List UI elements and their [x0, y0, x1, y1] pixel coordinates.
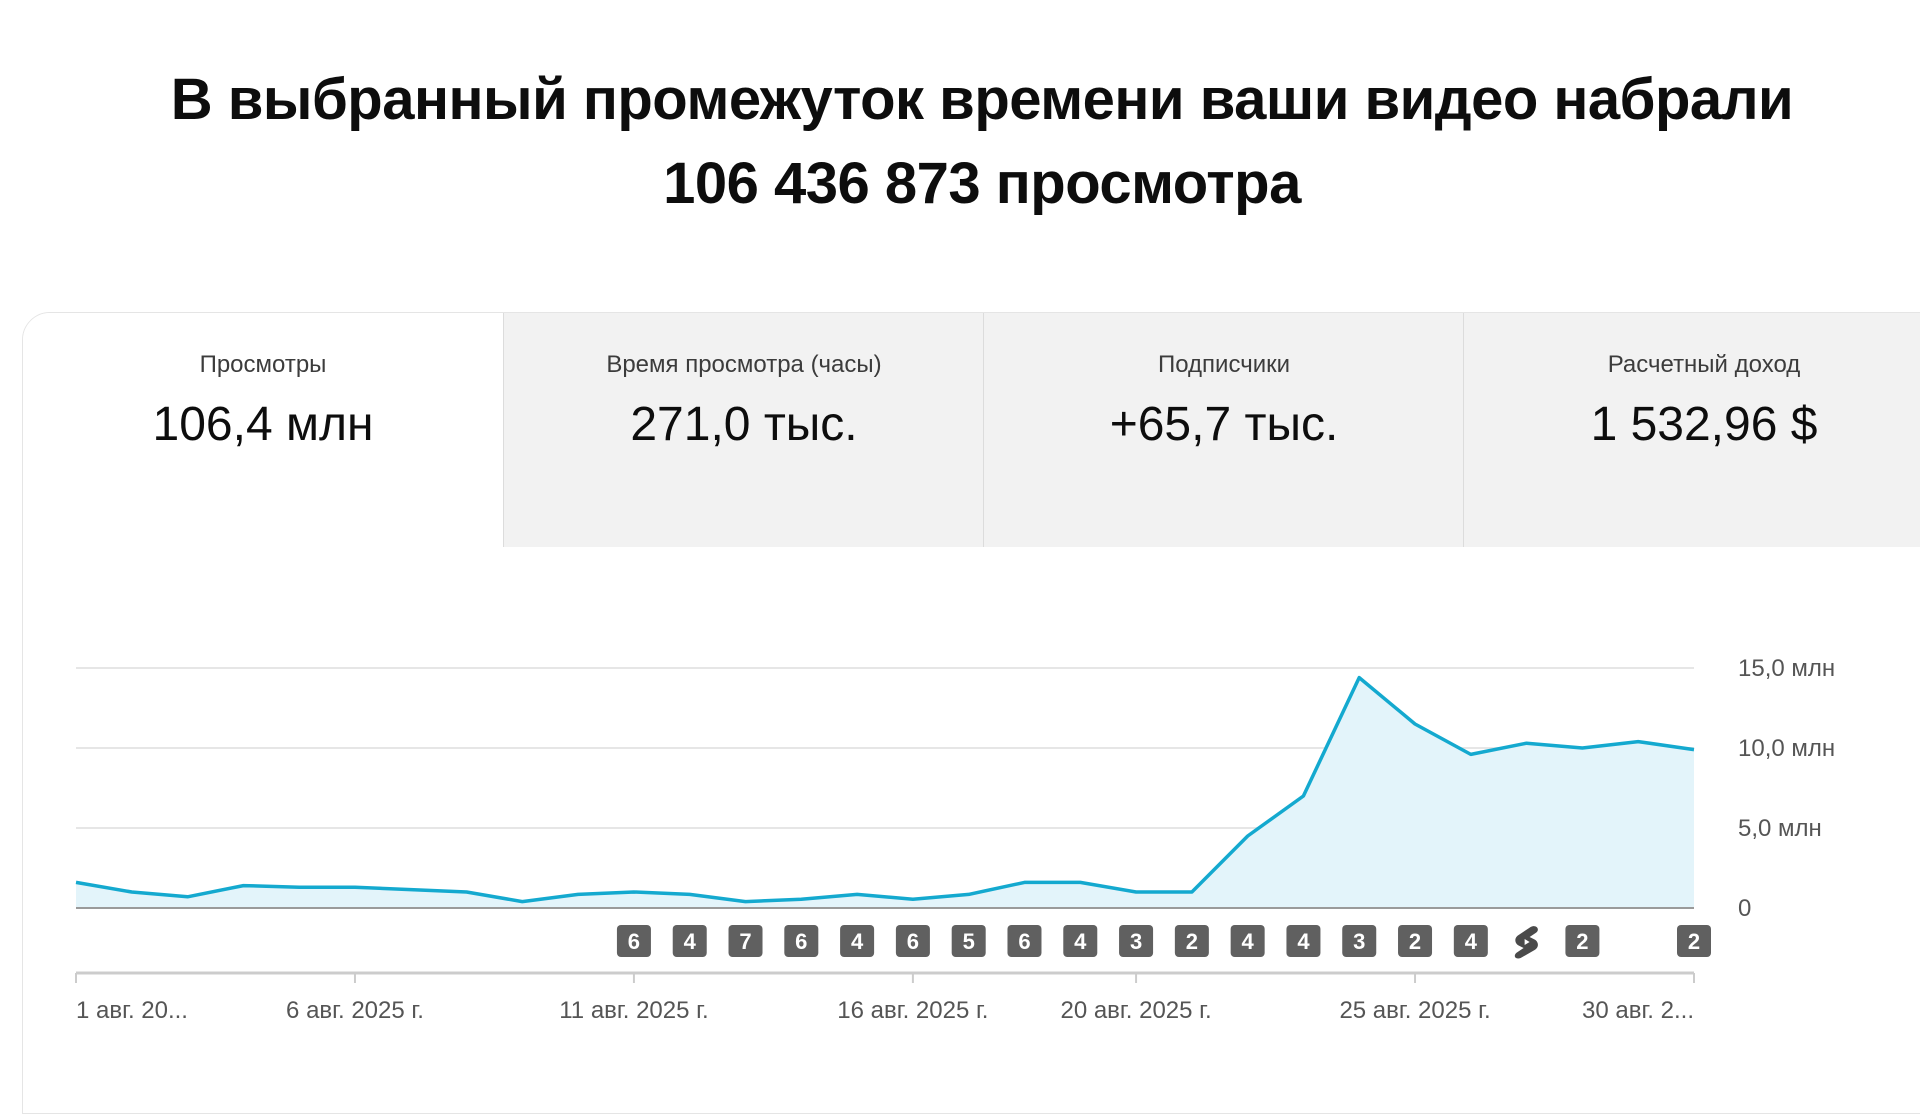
- publication-marker[interactable]: 4: [840, 925, 875, 957]
- publication-marker[interactable]: 2: [1398, 925, 1433, 957]
- marker-badge: [951, 925, 986, 957]
- y-tick-label: 5,0 млн: [1738, 815, 1822, 842]
- marker-badge: [1174, 925, 1209, 957]
- marker-count: 6: [795, 929, 807, 954]
- x-tick-label: 11 авг. 2025 г.: [559, 997, 708, 1024]
- x-tick-label: 30 авг. 2...: [1582, 997, 1694, 1024]
- marker-badge: [1453, 925, 1488, 957]
- marker-badge: [1119, 925, 1154, 957]
- shorts-icon-play: [1524, 939, 1530, 945]
- tab-revenue-label: Расчетный доход: [1607, 351, 1801, 378]
- tab-watch-time-value: 271,0 тыс.: [630, 398, 858, 451]
- marker-count: 2: [1688, 929, 1700, 954]
- shorts-icon: [1514, 926, 1538, 959]
- y-tick-label: 0: [1738, 895, 1751, 922]
- publication-marker[interactable]: 2: [1677, 925, 1711, 957]
- y-tick-label: 10,0 млн: [1738, 735, 1835, 762]
- marker-badge: [1007, 925, 1042, 957]
- x-tick-label: 20 авг. 2025 г.: [1060, 997, 1211, 1024]
- publication-marker[interactable]: 6: [895, 925, 930, 957]
- publication-marker[interactable]: 4: [672, 925, 707, 957]
- tab-revenue-value: 1 532,96 $: [1590, 398, 1818, 451]
- marker-count: 4: [1297, 929, 1310, 954]
- tab-subscribers-label: Подписчики: [1157, 351, 1291, 378]
- analytics-panel: Просмотры 106,4 млн Время просмотра (час…: [22, 312, 1920, 1114]
- x-tick-label: 1 авг. 20...: [76, 997, 188, 1024]
- marker-count: 2: [1576, 929, 1588, 954]
- marker-badge: [1565, 925, 1600, 957]
- marker-badge: [616, 925, 651, 957]
- metric-tabs: Просмотры 106,4 млн Время просмотра (час…: [23, 313, 1920, 547]
- publication-marker[interactable]: 4: [1286, 925, 1321, 957]
- marker-badge: [1677, 925, 1711, 957]
- tab-views[interactable]: Просмотры 106,4 млн: [23, 313, 503, 547]
- x-tick-label: 25 авг. 2025 г.: [1339, 997, 1490, 1024]
- marker-count: 3: [1353, 929, 1365, 954]
- publication-marker[interactable]: 6: [1007, 925, 1042, 957]
- marker-count: 4: [1242, 929, 1255, 954]
- tab-subscribers[interactable]: Подписчики +65,7 тыс.: [983, 313, 1464, 547]
- marker-badge: [1342, 925, 1377, 957]
- tab-views-label: Просмотры: [199, 351, 327, 378]
- views-chart: 0 5,0 млн 10,0 млн 15,0 млн 1 авг. 20... 6 ав…: [75, 655, 1835, 1024]
- marker-badge: [1398, 925, 1433, 957]
- publication-marker[interactable]: 6: [616, 925, 651, 957]
- publication-marker[interactable]: 7: [728, 925, 763, 957]
- tab-watch-time-label: Время просмотра (часы): [606, 351, 882, 378]
- marker-badge: [672, 925, 707, 957]
- views-area: [76, 677, 1694, 908]
- publication-marker[interactable]: 4: [1453, 925, 1488, 957]
- tab-views-value: 106,4 млн: [152, 398, 374, 451]
- marker-count: 3: [1130, 929, 1142, 954]
- marker-count: 6: [628, 929, 640, 954]
- x-tick-label: 16 авг. 2025 г.: [837, 997, 988, 1024]
- x-tick-label: 6 авг. 2025 г.: [286, 997, 424, 1024]
- marker-badge: [1286, 925, 1321, 957]
- marker-count: 6: [907, 929, 919, 954]
- marker-count: 2: [1186, 929, 1198, 954]
- marker-badge: [840, 925, 875, 957]
- page-headline: В выбранный промежуток времени ваши виде…: [0, 58, 1920, 226]
- tab-subscribers-value: +65,7 тыс.: [1109, 398, 1339, 451]
- views-line: [75, 675, 1695, 904]
- headline-line-2: 106 436 873 просмотра: [663, 151, 1301, 216]
- publication-marker[interactable]: 2: [1174, 925, 1209, 957]
- tab-revenue[interactable]: Расчетный доход 1 532,96 $: [1463, 313, 1920, 547]
- marker-badge: [1230, 925, 1265, 957]
- marker-badge: [784, 925, 819, 957]
- publication-marker[interactable]: 3: [1119, 925, 1154, 957]
- marker-badge: [728, 925, 763, 957]
- publication-marker[interactable]: 4: [1063, 925, 1098, 957]
- tab-watch-time[interactable]: Время просмотра (часы) 271,0 тыс.: [503, 313, 984, 547]
- marker-count: 5: [963, 929, 975, 954]
- marker-count: 4: [1074, 929, 1087, 954]
- publication-marker[interactable]: 4: [1230, 925, 1265, 957]
- y-tick-label: 15,0 млн: [1738, 655, 1835, 682]
- marker-badge: [1063, 925, 1098, 957]
- publication-marker[interactable]: 6: [784, 925, 819, 957]
- marker-badge: [895, 925, 930, 957]
- marker-count: 4: [1465, 929, 1478, 954]
- marker-count: 4: [851, 929, 864, 954]
- marker-count: 6: [1018, 929, 1030, 954]
- publication-marker[interactable]: 5: [951, 925, 986, 957]
- marker-count: 2: [1409, 929, 1421, 954]
- publication-marker[interactable]: 2: [1565, 925, 1600, 957]
- publication-marker[interactable]: 3: [1342, 925, 1377, 957]
- headline-line-1: В выбранный промежуток времени ваши виде…: [170, 67, 1794, 132]
- marker-count: 7: [739, 929, 751, 954]
- marker-count: 4: [684, 929, 697, 954]
